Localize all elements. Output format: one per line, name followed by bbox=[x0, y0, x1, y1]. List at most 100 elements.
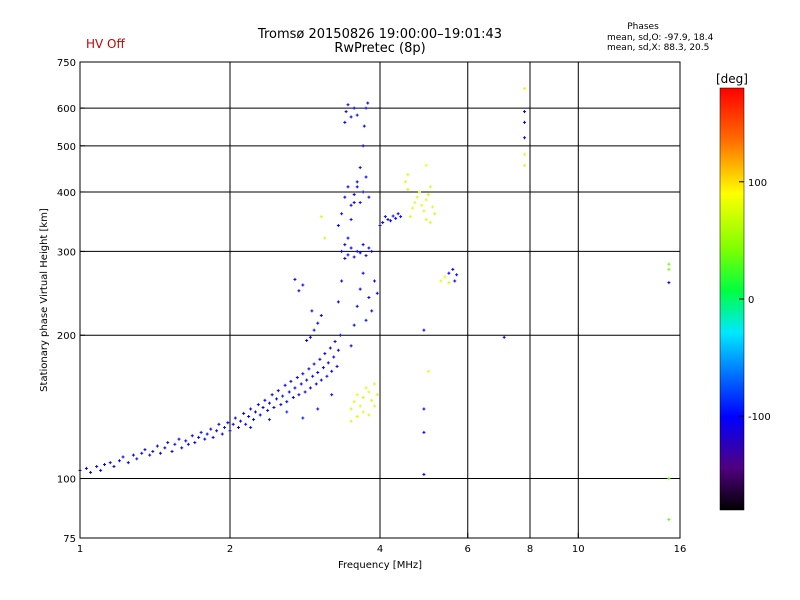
x-tick-label: 16 bbox=[674, 544, 687, 555]
data-point bbox=[415, 195, 419, 199]
data-point bbox=[173, 442, 177, 446]
data-point bbox=[166, 441, 170, 445]
data-point bbox=[344, 110, 348, 114]
data-point bbox=[352, 106, 356, 110]
data-point bbox=[297, 393, 301, 397]
data-point bbox=[358, 251, 362, 255]
data-point bbox=[358, 404, 362, 408]
data-point bbox=[367, 246, 371, 250]
data-point bbox=[336, 300, 340, 304]
data-point bbox=[667, 267, 671, 271]
data-point bbox=[355, 185, 359, 189]
data-point bbox=[301, 283, 305, 287]
data-point bbox=[186, 442, 190, 446]
data-point bbox=[205, 432, 209, 436]
hv-status-label: HV Off bbox=[86, 37, 125, 51]
y-tick-label: 200 bbox=[57, 331, 76, 342]
data-point bbox=[455, 273, 459, 277]
data-point bbox=[340, 279, 344, 283]
data-point bbox=[121, 455, 125, 459]
data-point bbox=[305, 378, 309, 382]
data-point bbox=[420, 203, 424, 207]
data-point bbox=[349, 115, 353, 119]
data-point bbox=[199, 430, 203, 434]
data-point bbox=[352, 201, 356, 205]
chart-subtitle: RwPretec (8p) bbox=[334, 41, 426, 56]
data-point bbox=[383, 215, 387, 219]
data-point bbox=[667, 281, 671, 285]
data-point bbox=[323, 352, 327, 356]
data-point bbox=[231, 422, 235, 426]
y-axis-label: Stationary phase Virtual Height [km] bbox=[39, 208, 50, 392]
data-point bbox=[103, 463, 107, 467]
data-point bbox=[279, 403, 283, 407]
data-point bbox=[403, 180, 407, 184]
colorbar-tick-label: 100 bbox=[748, 178, 767, 189]
phase-summary-title: Phases bbox=[627, 22, 659, 32]
data-point bbox=[158, 451, 162, 455]
phase-summary-x: mean, sd,X: 88.3, 20.5 bbox=[607, 43, 710, 53]
data-point bbox=[325, 374, 329, 378]
data-point bbox=[297, 289, 301, 293]
data-point bbox=[364, 175, 368, 179]
data-point bbox=[283, 383, 287, 387]
data-point bbox=[316, 407, 320, 411]
data-point bbox=[135, 457, 139, 461]
data-point bbox=[667, 518, 671, 522]
data-point bbox=[293, 277, 297, 281]
data-point bbox=[346, 103, 350, 107]
data-point bbox=[84, 466, 88, 470]
data-point bbox=[140, 451, 144, 455]
data-point bbox=[148, 453, 152, 457]
data-point bbox=[424, 218, 428, 222]
data-point bbox=[295, 376, 299, 380]
data-point bbox=[453, 279, 457, 283]
data-point bbox=[355, 393, 359, 397]
data-point bbox=[126, 461, 130, 465]
data-point bbox=[362, 124, 366, 128]
data-point bbox=[523, 163, 527, 167]
data-point bbox=[285, 410, 289, 414]
data-point bbox=[249, 407, 253, 411]
data-point bbox=[422, 328, 426, 332]
data-point bbox=[270, 393, 274, 397]
data-point bbox=[316, 371, 320, 375]
data-point bbox=[261, 406, 265, 410]
data-point bbox=[373, 404, 377, 408]
data-point bbox=[439, 279, 443, 283]
data-point bbox=[386, 218, 390, 222]
data-point bbox=[287, 390, 291, 394]
data-point bbox=[366, 101, 370, 105]
data-point bbox=[308, 386, 312, 390]
data-point bbox=[319, 314, 323, 318]
data-point bbox=[447, 271, 451, 275]
data-point bbox=[373, 382, 377, 386]
data-point bbox=[99, 468, 103, 472]
data-point bbox=[305, 338, 309, 342]
data-point bbox=[319, 215, 323, 219]
data-point bbox=[275, 397, 279, 401]
data-point bbox=[378, 224, 382, 228]
data-point bbox=[349, 246, 353, 250]
data-point bbox=[247, 414, 251, 418]
data-point bbox=[95, 464, 99, 468]
data-point bbox=[370, 398, 374, 402]
data-point bbox=[367, 390, 371, 394]
data-point bbox=[267, 418, 271, 422]
data-point bbox=[411, 206, 415, 210]
data-point bbox=[285, 400, 289, 404]
y-tick-label: 400 bbox=[57, 188, 76, 199]
data-point bbox=[343, 120, 347, 124]
y-tick-label: 500 bbox=[57, 142, 76, 153]
data-point bbox=[336, 224, 340, 228]
data-point bbox=[263, 398, 267, 402]
phase-summary-o: mean, sd,O: -97.9, 18.4 bbox=[607, 33, 714, 43]
data-point bbox=[190, 434, 194, 438]
data-point bbox=[422, 430, 426, 434]
data-point bbox=[375, 393, 379, 397]
data-point bbox=[367, 195, 371, 199]
data-point bbox=[381, 221, 385, 225]
data-point bbox=[308, 335, 312, 339]
data-point bbox=[426, 193, 430, 197]
data-point bbox=[180, 446, 184, 450]
